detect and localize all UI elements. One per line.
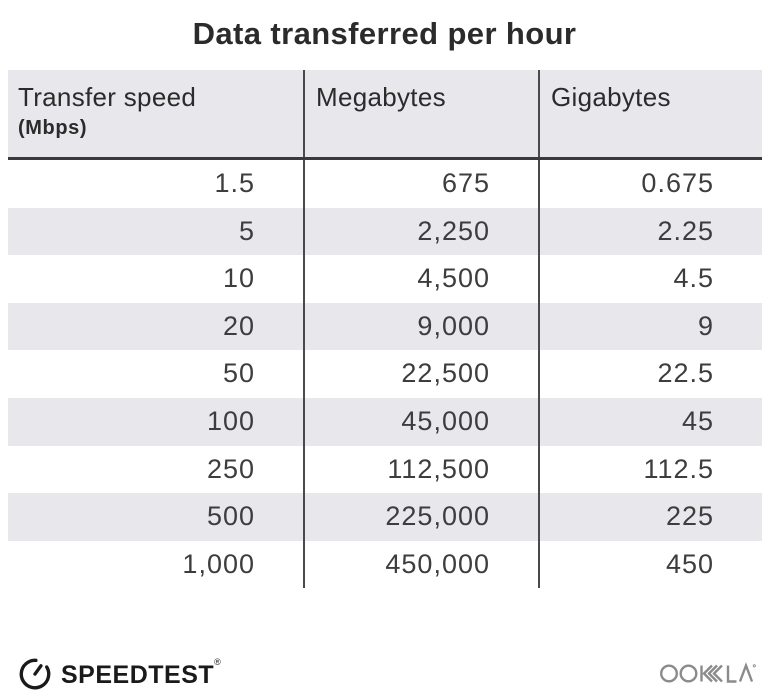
cell-megabytes: 22,500	[303, 350, 538, 398]
column-header-unit: (Mbps)	[18, 116, 88, 139]
cell-gigabytes: 0.675	[538, 160, 762, 208]
cell-gigabytes: 9	[538, 302, 762, 351]
column-header-megabytes: Megabytes	[303, 70, 538, 157]
speedtest-logo: SPEEDTEST®	[16, 654, 221, 692]
table-row: 5 2,250 2.25	[8, 207, 762, 256]
cell-gigabytes: 45	[538, 397, 762, 446]
speedtest-gauge-icon	[19, 658, 51, 690]
cell-megabytes: 9,000	[303, 302, 538, 351]
cell-transfer-speed: 10	[222, 263, 255, 294]
cell-transfer-speed: 500	[206, 501, 255, 532]
table-row: 10 4,500 4.5	[8, 255, 762, 303]
table-row: 100 45,000 45	[8, 397, 762, 446]
column-header-label: Gigabytes	[551, 82, 671, 112]
speedtest-text: SPEEDTEST	[61, 660, 215, 689]
cell-megabytes: 2,250	[303, 207, 538, 256]
registered-mark: ®	[214, 656, 222, 667]
cell-transfer-speed: 20	[222, 310, 255, 341]
cell-gigabytes: 2.25	[538, 207, 762, 256]
cell-megabytes: 45,000	[303, 397, 538, 446]
cell-megabytes: 675	[303, 160, 538, 208]
ookla-logo	[659, 659, 756, 692]
cell-transfer-speed: 250	[206, 453, 255, 484]
cell-transfer-speed: 100	[206, 405, 255, 436]
cell-transfer-speed: 1,000	[182, 548, 255, 579]
page-title: Data transferred per hour	[192, 16, 577, 51]
column-header-transfer-speed: Transfer speed (Mbps)	[8, 70, 303, 157]
column-header-label: Megabytes	[316, 82, 446, 112]
cell-gigabytes: 450	[538, 540, 762, 589]
cell-megabytes: 225,000	[303, 493, 538, 541]
cell-transfer-speed: 5	[238, 215, 255, 246]
table-row: 20 9,000 9	[8, 302, 762, 351]
column-header-label: Transfer speed	[18, 82, 197, 112]
ookla-wordmark-icon	[659, 662, 756, 683]
cell-gigabytes: 112.5	[538, 445, 762, 494]
cell-megabytes: 450,000	[303, 540, 538, 589]
table-row: 1.5 675 0.675	[8, 160, 762, 208]
speedtest-wordmark: SPEEDTEST®	[61, 657, 221, 690]
cell-gigabytes: 225	[538, 493, 762, 541]
data-table: Transfer speed (Mbps) Megabytes Gigabyte…	[8, 70, 762, 589]
cell-transfer-speed: 50	[222, 358, 255, 389]
table-row: 1,000 450,000 450	[8, 540, 762, 589]
cell-megabytes: 112,500	[303, 445, 538, 494]
table-row: 500 225,000 225	[8, 493, 762, 541]
column-header-gigabytes: Gigabytes	[538, 70, 762, 157]
cell-gigabytes: 4.5	[538, 255, 762, 303]
cell-transfer-speed: 1.5	[214, 168, 255, 198]
cell-megabytes: 4,500	[303, 255, 538, 303]
table-body: 1.5 675 0.675 5 2,250 2.25 10 4,500 4.5 20 9,000 9 5…	[8, 160, 762, 589]
cell-gigabytes: 22.5	[538, 350, 762, 398]
table-row: 50 22,500 22.5	[8, 350, 762, 398]
table-header-row: Transfer speed (Mbps) Megabytes Gigabyte…	[8, 70, 762, 160]
table-row: 250 112,500 112.5	[8, 445, 762, 494]
